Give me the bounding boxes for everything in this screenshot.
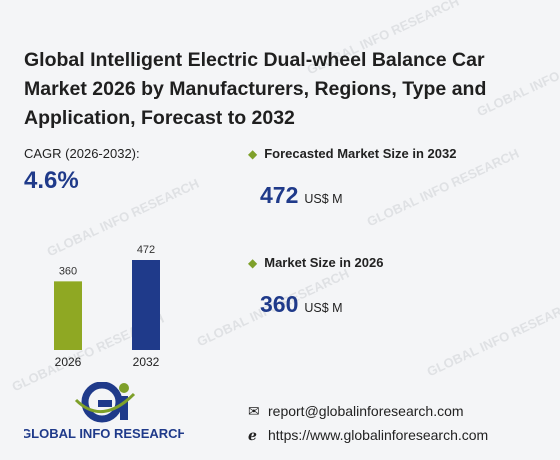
current-block: ◆ Market Size in 2026 360 US$ M [248, 255, 383, 318]
bullet-icon: ◆ [248, 147, 258, 161]
bar-value-label: 472 [137, 244, 155, 256]
current-label: Market Size in 2026 [264, 255, 384, 270]
forecast-unit: US$ M [304, 192, 343, 206]
logo-text: GLOBAL INFO RESEARCH [24, 426, 184, 441]
current-unit: US$ M [304, 301, 343, 315]
email-text[interactable]: report@globalinforesearch.com [268, 403, 464, 419]
forecast-label: Forecasted Market Size in 2032 [264, 146, 457, 161]
cagr-label: CAGR (2026-2032): [24, 146, 140, 161]
web-icon: ℯ [248, 427, 257, 443]
logo: GLOBAL INFO RESEARCH [21, 381, 187, 444]
forecast-block: ◆ Forecasted Market Size in 2032 472 US$ M [248, 146, 456, 209]
email-icon: ✉ [248, 403, 260, 419]
cagr-value: 4.6% [24, 167, 79, 194]
logo-mark-icon: GLOBAL INFO RESEARCH [21, 381, 187, 441]
bar-2026 [54, 281, 82, 350]
bar-2032 [132, 260, 160, 350]
bullet-icon: ◆ [248, 256, 258, 270]
current-value: 360 [260, 291, 299, 317]
contact-website[interactable]: ℯ https://www.globalinforesearch.com [248, 427, 488, 444]
contact-email[interactable]: ✉ report@globalinforesearch.com [248, 403, 464, 420]
website-text[interactable]: https://www.globalinforesearch.com [268, 427, 489, 443]
category-label: 2032 [133, 355, 160, 369]
category-label: 2026 [55, 355, 82, 369]
forecast-value: 472 [260, 182, 299, 208]
bar-value-label: 360 [59, 265, 77, 277]
page-title: Global Intelligent Electric Dual-wheel B… [24, 49, 487, 129]
